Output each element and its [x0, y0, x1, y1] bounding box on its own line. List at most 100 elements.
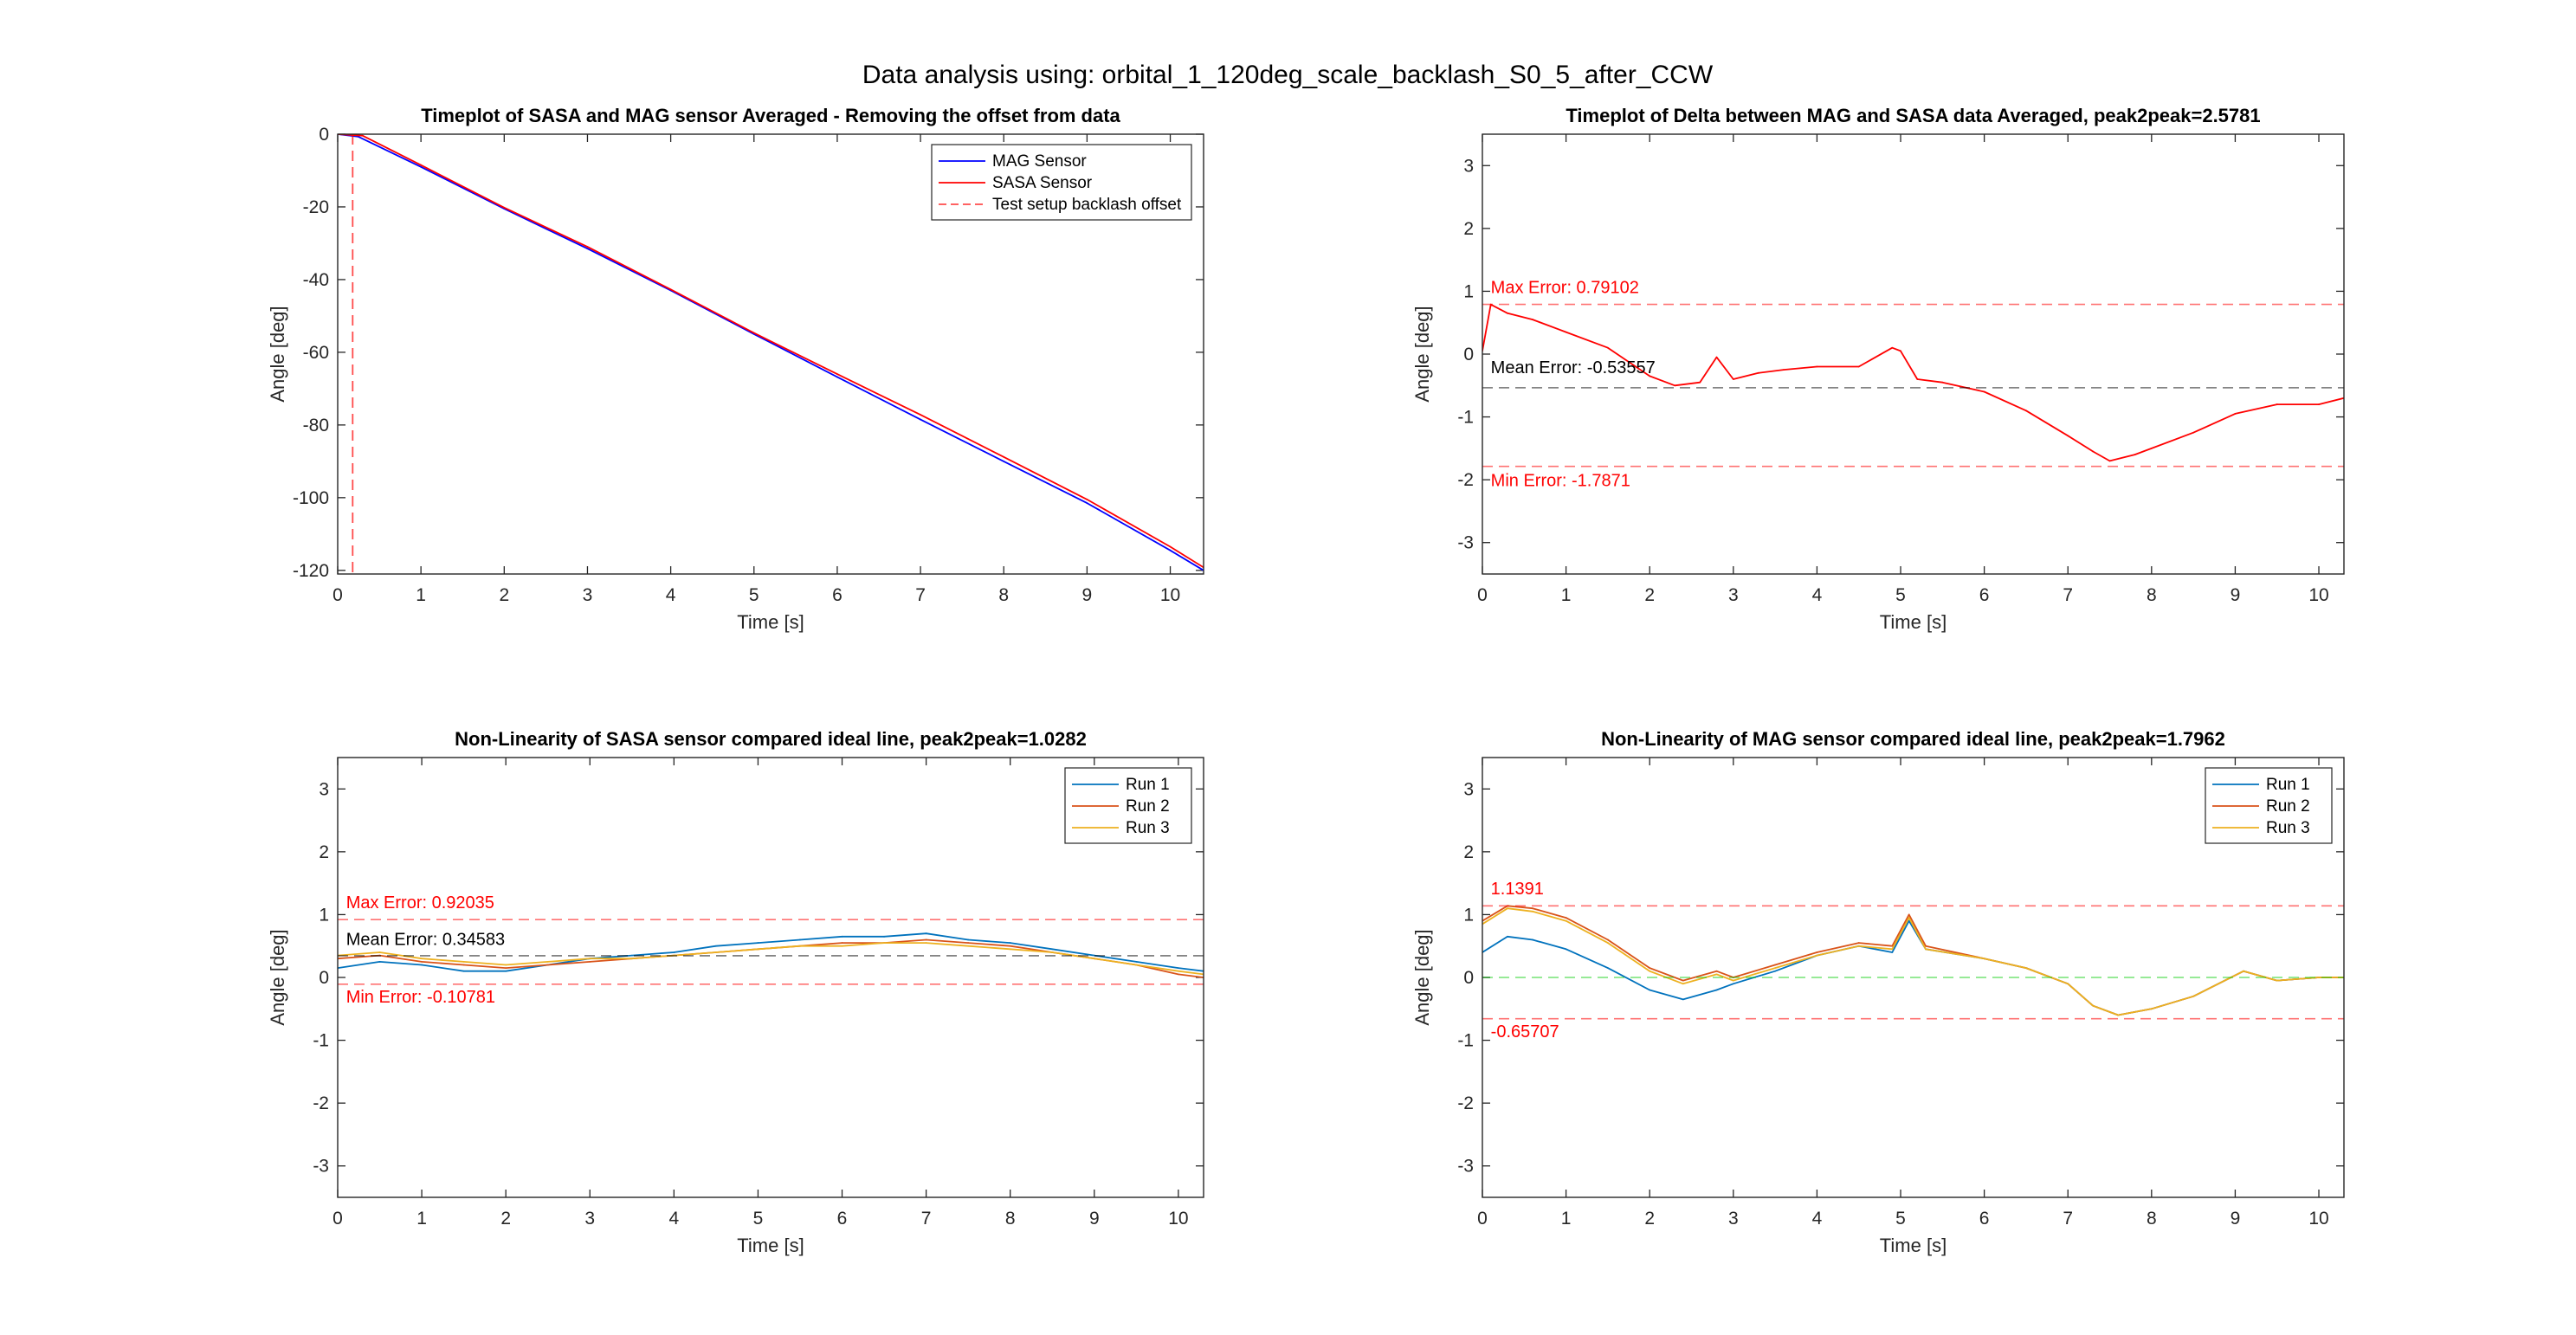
series-sasa-sensor-point — [586, 246, 589, 248]
plot-series-group — [1482, 905, 2344, 1020]
figure-title: Data analysis using: orbital_1_120deg_sc… — [862, 61, 1714, 89]
series-run-2-point — [421, 960, 423, 963]
series-delta-point — [1916, 378, 1919, 380]
legend-label: Run 1 — [2266, 776, 2310, 794]
series-run-3-point — [757, 948, 759, 951]
series-mag-sensor-point — [586, 248, 589, 250]
legend: Run 1 Run 2 Run 3 — [2205, 767, 2333, 844]
series-run-1-point — [1009, 942, 1011, 944]
x-tick-label: 5 — [749, 585, 759, 605]
x-tick-label: 8 — [2147, 1209, 2157, 1229]
y-tick-label: -3 — [1457, 533, 1474, 553]
y-tick-label: -1 — [1457, 408, 1474, 428]
series-run-2-point — [1649, 967, 1651, 970]
series-run-3-point — [546, 960, 549, 963]
x-tick-label: 9 — [2231, 585, 2241, 605]
series-delta-point — [2318, 403, 2320, 405]
x-tick-label: 8 — [2147, 585, 2157, 605]
series-run-2-point — [1177, 973, 1179, 976]
series-run-2-point — [589, 960, 591, 963]
subplot-1: Timeplot of SASA and MAG sensor Averaged… — [267, 105, 1204, 633]
y-tick-label: 2 — [1463, 842, 1474, 862]
series-run-1-point — [883, 935, 885, 938]
y-tick-label: -1 — [1457, 1031, 1474, 1051]
series-run-2-point — [546, 964, 549, 966]
series-run-3-line — [1482, 907, 2344, 1016]
y-tick-label: 3 — [319, 779, 329, 799]
series-delta-point — [2134, 454, 2136, 456]
series-run-3-point — [2318, 977, 2320, 978]
series-run-1-point — [841, 935, 843, 938]
x-tick-label: 4 — [1812, 1209, 1823, 1229]
y-tick-label: -60 — [303, 343, 329, 363]
series-delta-point — [1857, 365, 1860, 368]
series-run-3-point — [2243, 970, 2244, 972]
series-run-1-point — [1649, 989, 1651, 991]
y-tick-label: 0 — [1463, 345, 1474, 364]
x-tick-label: 5 — [1895, 585, 1906, 605]
y-tick-label: -20 — [303, 197, 329, 217]
legend-label: SASA Sensor — [992, 174, 1093, 192]
series-run-3-point — [1891, 948, 1894, 951]
series-delta-point — [1816, 365, 1818, 368]
series-run-1-point — [1682, 998, 1684, 1001]
plot-title: Timeplot of Delta between MAG and SASA d… — [1566, 105, 2260, 126]
series-run-2-point — [1857, 942, 1860, 944]
series-run-3-point — [714, 951, 717, 953]
series-run-3-point — [2025, 967, 2027, 970]
series-delta-point — [1565, 331, 1567, 333]
series-sasa-sensor-point — [1086, 499, 1088, 500]
series-mag-sensor-point — [1086, 502, 1088, 505]
plot-series-group — [1482, 303, 2344, 468]
series-delta-point — [1607, 346, 1609, 349]
series-run-3-point — [462, 960, 465, 963]
series-run-3-point — [1983, 958, 1985, 960]
series-run-1-point — [1774, 970, 1777, 972]
series-sasa-sensor-point — [361, 134, 364, 137]
x-tick-label: 6 — [837, 1209, 848, 1229]
series-run-2-point — [1682, 979, 1684, 982]
series-delta-point — [1983, 390, 1985, 393]
x-tick-label: 0 — [1477, 1209, 1488, 1229]
legend-label: Run 1 — [1126, 776, 1170, 794]
series-run-1-point — [462, 970, 465, 972]
series-run-1-point — [1135, 960, 1138, 963]
x-tick-label: 7 — [2063, 585, 2073, 605]
series-delta-point — [2192, 431, 2195, 434]
annotation-text: Min Error: -1.7871 — [1491, 471, 1630, 490]
series-delta-point — [1715, 356, 1718, 358]
x-axis-label: Time [s] — [1880, 611, 1947, 633]
x-tick-label: 3 — [583, 585, 593, 605]
axes-box — [337, 757, 1204, 1198]
y-tick-label: 0 — [1463, 968, 1474, 988]
series-delta-point — [2234, 413, 2237, 415]
x-tick-label: 4 — [669, 1209, 680, 1229]
x-axis-label: Time [s] — [737, 611, 804, 633]
series-run-2-point — [505, 967, 507, 970]
x-tick-label: 1 — [1561, 585, 1572, 605]
series-run-1-point — [1507, 935, 1508, 938]
legend-label: MAG Sensor — [992, 152, 1087, 171]
x-tick-label: 6 — [1979, 1209, 1990, 1229]
x-tick-label: 4 — [1812, 585, 1823, 605]
series-delta-point — [1507, 312, 1508, 314]
y-tick-label: -100 — [293, 488, 329, 508]
series-run-1-point — [799, 938, 801, 941]
series-run-3-point — [841, 945, 843, 947]
y-tick-label: 3 — [1463, 779, 1474, 799]
y-tick-label: 1 — [1463, 281, 1474, 301]
series-run-3-point — [1093, 958, 1095, 960]
series-run-3-point — [1908, 917, 1910, 919]
y-axis-label: Angle [deg] — [267, 929, 288, 1025]
y-tick-label: 2 — [319, 842, 329, 862]
y-tick-label: -40 — [303, 270, 329, 290]
series-run-3-point — [2092, 1004, 2095, 1007]
subplot-2: Timeplot of Delta between MAG and SASA d… — [1411, 105, 2345, 633]
legend-label: Run 3 — [2266, 819, 2310, 837]
x-tick-label: 7 — [2063, 1209, 2073, 1229]
series-run-3-point — [1682, 983, 1684, 985]
x-tick-label: 0 — [1477, 585, 1488, 605]
axes-box — [1482, 757, 2345, 1198]
series-delta-point — [2108, 460, 2111, 462]
